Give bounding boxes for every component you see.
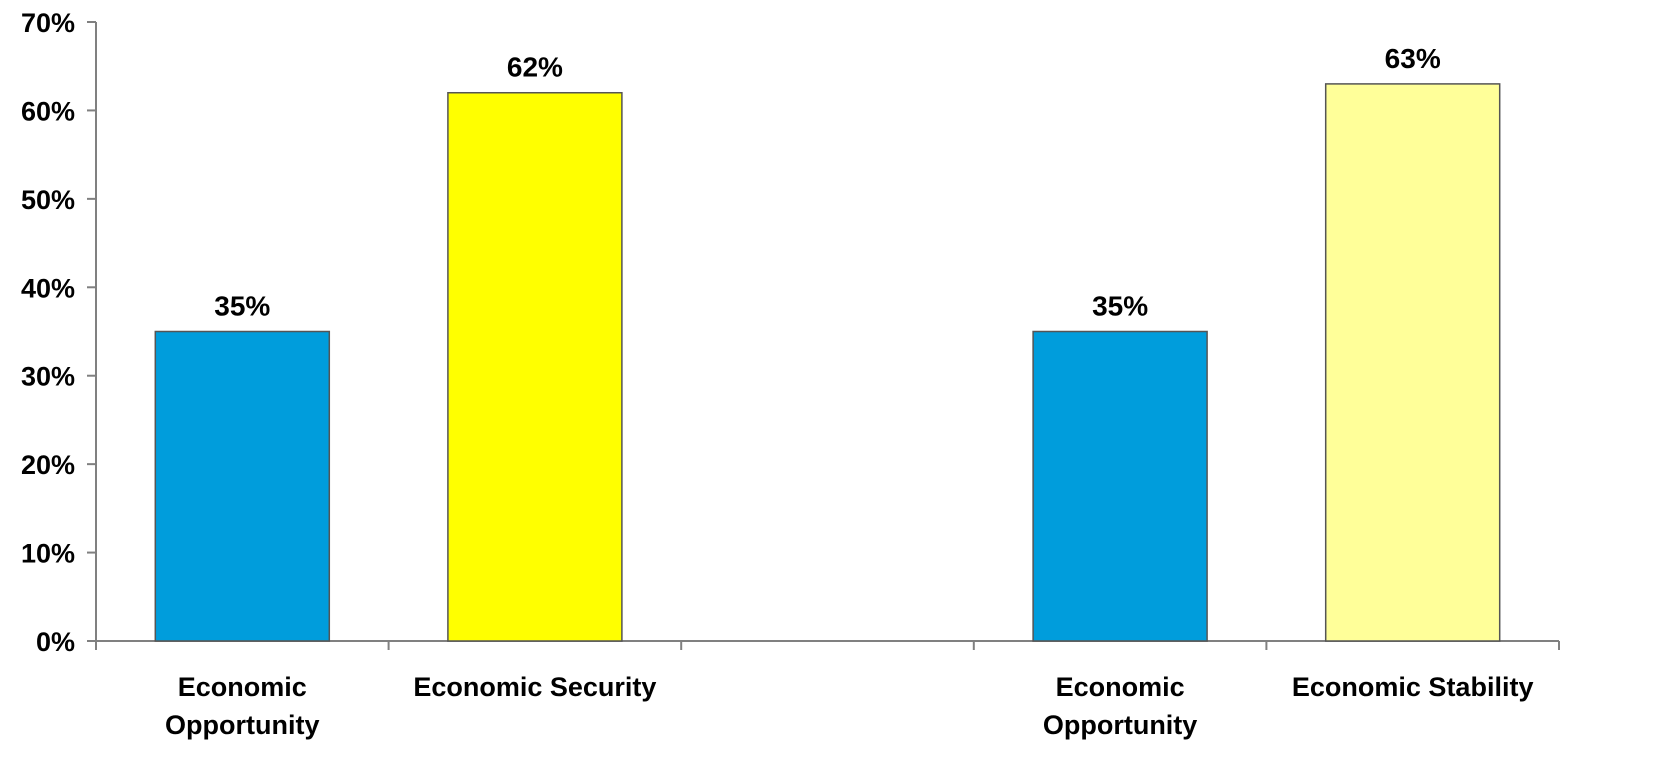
y-tick-label: 40% — [21, 273, 75, 303]
y-tick-label: 70% — [21, 8, 75, 38]
category-label: Economic Security — [413, 672, 656, 702]
data-label: 63% — [1385, 43, 1441, 74]
category-label: Economic Stability — [1292, 672, 1534, 702]
data-label: 35% — [214, 291, 270, 322]
bar — [1032, 330, 1208, 642]
y-tick-label: 50% — [21, 185, 75, 215]
category-label: Opportunity — [1043, 710, 1197, 740]
bar — [447, 91, 623, 642]
y-tick-label: 30% — [21, 362, 75, 392]
y-tick-label: 0% — [36, 627, 75, 657]
category-label: Opportunity — [165, 710, 319, 740]
category-labels: Economic Opportunity Economic Security Econ… — [165, 672, 1533, 740]
y-axis-ticks: 0% 10% 20% 30% 40% 50% 60% 70% — [21, 8, 96, 657]
data-label: 35% — [1092, 291, 1148, 322]
category-label: Economic — [178, 672, 307, 702]
axes — [95, 22, 1560, 650]
category-label: Economic — [1056, 672, 1185, 702]
bar — [154, 330, 331, 642]
data-labels: 35% 62% 35% 63% — [214, 43, 1441, 322]
bar — [1324, 83, 1501, 642]
y-tick-label: 60% — [21, 96, 75, 126]
y-tick-label: 20% — [21, 450, 75, 480]
y-tick-label: 10% — [21, 539, 75, 569]
bars — [154, 83, 1501, 642]
data-label: 62% — [507, 52, 563, 83]
